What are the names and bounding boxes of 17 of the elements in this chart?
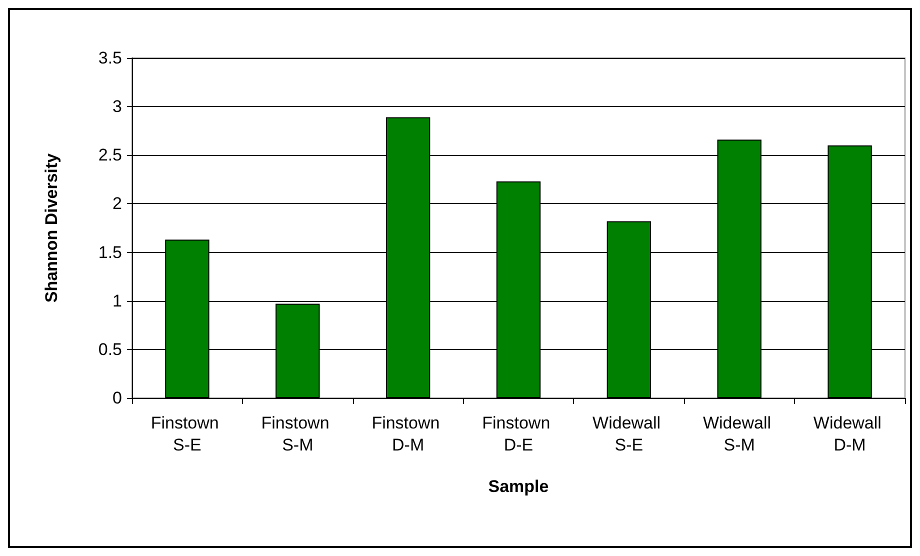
y-tick-label: 2.5 <box>98 146 122 165</box>
y-tick-label: 0.5 <box>98 340 122 359</box>
x-tick-label: Finstown S-E <box>150 414 224 454</box>
y-tick-label: 1 <box>112 291 122 310</box>
x-tick-label: Finstown D-E <box>482 414 555 454</box>
x-axis-title: Sample <box>488 477 549 496</box>
y-tick-label: 1.5 <box>98 242 122 262</box>
y-tick-label: 3 <box>112 97 122 116</box>
y-tick-label: 2 <box>112 194 122 214</box>
x-tick-label: Widewall D-M <box>813 414 886 454</box>
x-tick-label: Widewall S-M <box>702 414 776 454</box>
y-tick-label: 3.5 <box>98 48 122 68</box>
x-tick-label: Finstown D-M <box>372 414 444 454</box>
x-tick-label: Finstown S-M <box>261 414 334 454</box>
y-axis-title: Shannon Diversity <box>42 152 61 303</box>
y-tick-label: 0 <box>112 388 122 408</box>
x-tick-label: Widewall S-E <box>592 414 666 454</box>
